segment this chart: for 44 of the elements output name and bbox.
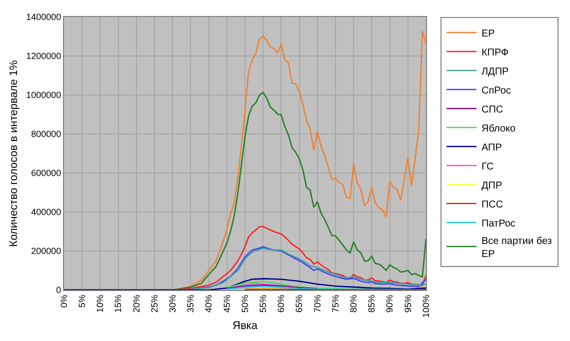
x-tick-label: 85%	[366, 294, 377, 313]
x-tick-label: 15%	[113, 294, 124, 313]
x-tick-label: 75%	[330, 294, 340, 313]
y-tick-label: 600000	[31, 168, 62, 178]
x-tick-label: 25%	[149, 294, 160, 313]
x-tick-label: 20%	[131, 294, 142, 313]
x-tick-label: 60%	[276, 294, 286, 313]
line-series	[64, 278, 426, 290]
legend-label: СпРос	[481, 85, 511, 96]
x-tick-label: 40%	[204, 294, 214, 313]
legend-label: ДПР	[481, 180, 502, 192]
x-tick-label: 50%	[240, 294, 250, 313]
x-tick-label: 55%	[258, 294, 268, 313]
x-tick-label: 5%	[77, 294, 88, 308]
x-tick-label: 100%	[420, 294, 431, 318]
legend-label: Все партии без ЕР	[481, 236, 552, 260]
x-tick-label: 65%	[294, 294, 304, 313]
legend-label: ГС	[481, 161, 494, 172]
y-tick-label: 1400000	[26, 12, 62, 22]
x-tick-label: 70%	[312, 294, 322, 313]
y-tick-label: 400000	[31, 207, 62, 218]
x-axis-title: Явка	[232, 320, 258, 332]
legend-label: ЛДПР	[481, 66, 509, 78]
x-tick-label: 30%	[168, 294, 178, 313]
y-tick-label: 1200000	[26, 51, 62, 62]
y-tick-label: 200000	[31, 246, 62, 256]
legend-label: КПРФ	[481, 47, 510, 58]
y-tick-label: 0	[56, 285, 62, 296]
legend-label: ЕР	[481, 28, 496, 40]
x-tick-label: 10%	[95, 294, 106, 313]
x-tick-label: 0%	[58, 294, 69, 308]
x-tick-label: 95%	[402, 294, 413, 313]
legend-label: ПСС	[481, 199, 504, 210]
legend-label: Яблоко	[481, 123, 516, 134]
y-tick-label: 800000	[31, 129, 62, 140]
y-tick-label: 1000000	[26, 90, 62, 100]
x-tick-label: 90%	[384, 294, 395, 313]
y-axis-title: Количество голосов в интервале 1%	[8, 60, 20, 247]
legend-label: СПС	[481, 104, 504, 116]
x-tick-label: 45%	[222, 294, 232, 313]
x-tick-label: 35%	[186, 294, 196, 313]
legend-label: ПатРос	[481, 218, 516, 230]
x-tick-label: 80%	[348, 294, 359, 313]
legend-label: АПР	[481, 142, 502, 154]
